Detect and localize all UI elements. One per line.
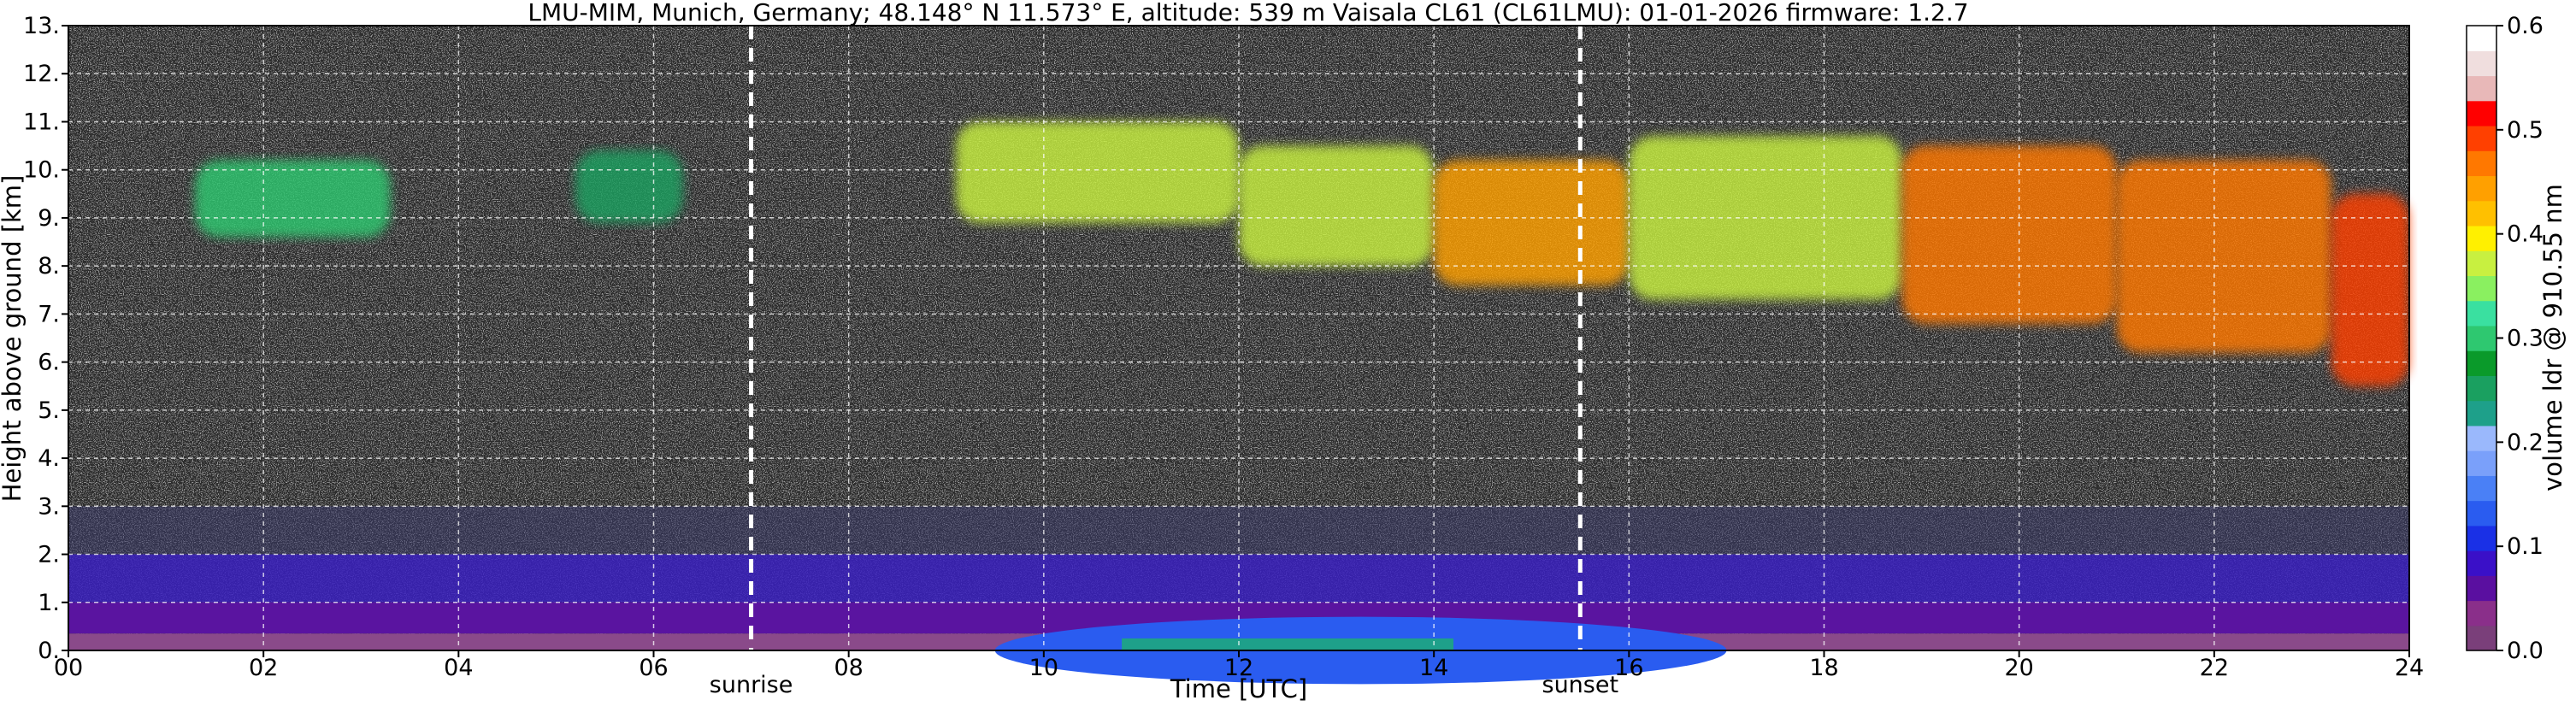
colorbar-tick-label: 0.1 bbox=[2507, 533, 2544, 560]
colorbar-swatch bbox=[2467, 575, 2496, 602]
y-tick-label: 1. bbox=[38, 590, 60, 616]
colorbar-swatch bbox=[2467, 475, 2496, 502]
y-tick-label: 0. bbox=[38, 638, 60, 664]
x-tick-label: 04 bbox=[444, 655, 473, 681]
colorbar-swatch bbox=[2467, 625, 2496, 651]
x-axis-label: Time [UTC] bbox=[1170, 674, 1307, 703]
cloud-layer bbox=[1901, 145, 2117, 324]
x-tick-label: 14 bbox=[1419, 655, 1448, 681]
y-axis-ticks: 0. 1. 2. 3. 4. 5. 6. 7. 8. 9. 10. 11. 12. 13. bbox=[23, 13, 68, 664]
sunrise-label: sunrise bbox=[710, 672, 793, 698]
y-tick-label: 5. bbox=[38, 397, 60, 424]
colorbar-swatch bbox=[2467, 425, 2496, 451]
x-axis-ticks: sunrise sunset 00 02 04 06 08 10 12 14 16 18 20 22 24 bbox=[54, 650, 2424, 698]
cloud-layer bbox=[2116, 160, 2331, 353]
colorbar-swatch bbox=[2467, 500, 2496, 527]
colorbar-swatch bbox=[2467, 250, 2496, 276]
x-tick-label: 00 bbox=[54, 655, 83, 681]
cloud-layer bbox=[956, 121, 1239, 223]
colorbar-tick-label: 0.0 bbox=[2507, 638, 2544, 664]
colorbar-swatch bbox=[2467, 200, 2496, 227]
colorbar-swatch bbox=[2467, 450, 2496, 476]
y-tick-label: 7. bbox=[38, 301, 60, 327]
colorbar-swatch bbox=[2467, 600, 2496, 627]
x-tick-label: 24 bbox=[2395, 655, 2424, 681]
colorbar: 0.0 0.1 0.2 0.3 0.4 0.5 0.6 bbox=[2466, 13, 2544, 664]
x-tick-label: 18 bbox=[1809, 655, 1838, 681]
colorbar-tick-label: 0.6 bbox=[2507, 13, 2544, 39]
colorbar-swatch bbox=[2467, 150, 2496, 177]
colorbar-tick-label: 0.5 bbox=[2507, 117, 2544, 144]
blue-layer bbox=[68, 554, 2409, 603]
plot-area bbox=[68, 25, 2410, 685]
sun-markers bbox=[749, 26, 1583, 650]
cloud-layer bbox=[195, 160, 391, 238]
chart-title: LMU-MIM, Munich, Germany; 48.148° N 11.5… bbox=[528, 0, 1968, 26]
grid-lines bbox=[68, 26, 2409, 650]
ground-aerosol-layer bbox=[1122, 638, 1453, 650]
y-tick-label: 10. bbox=[23, 157, 60, 184]
colorbar-tick-label: 0.3 bbox=[2507, 326, 2544, 352]
colorbar-swatch bbox=[2467, 375, 2496, 402]
x-tick-label: 20 bbox=[2004, 655, 2033, 681]
x-tick-label: 08 bbox=[834, 655, 863, 681]
colorbar-swatch bbox=[2467, 350, 2496, 376]
cloud-layer bbox=[1239, 145, 1435, 267]
x-tick-label: 12 bbox=[1224, 655, 1253, 681]
colorbar-swatch bbox=[2467, 275, 2496, 302]
x-tick-label: 22 bbox=[2200, 655, 2229, 681]
colorbar-swatch bbox=[2467, 175, 2496, 202]
y-tick-label: 2. bbox=[38, 542, 60, 568]
colorbar-swatch bbox=[2467, 100, 2496, 126]
y-axis-label: Height above ground [km] bbox=[0, 175, 27, 503]
y-tick-label: 8. bbox=[38, 253, 60, 279]
colorbar-swatch bbox=[2467, 300, 2496, 327]
colorbar-swatch bbox=[2467, 26, 2496, 51]
colorbar-swatch bbox=[2467, 325, 2496, 351]
colorbar-swatch bbox=[2467, 400, 2496, 427]
cloud-layer bbox=[2331, 193, 2409, 386]
colorbar-label: volume ldr @ 910.55 nm bbox=[2538, 184, 2567, 491]
colorbar-swatch bbox=[2467, 50, 2496, 77]
x-tick-label: 06 bbox=[639, 655, 668, 681]
colorbar-swatch bbox=[2467, 75, 2496, 102]
x-tick-label: 16 bbox=[1614, 655, 1643, 681]
x-tick-label: 02 bbox=[249, 655, 278, 681]
cloud-layer bbox=[1629, 136, 1902, 300]
colorbar-swatch bbox=[2467, 550, 2496, 576]
y-tick-label: 12. bbox=[23, 61, 60, 87]
x-tick-label: 10 bbox=[1029, 655, 1058, 681]
colorbar-tick-label: 0.4 bbox=[2507, 221, 2544, 248]
y-tick-label: 9. bbox=[38, 205, 60, 232]
cloud-layer bbox=[575, 150, 683, 223]
y-tick-label: 4. bbox=[38, 445, 60, 472]
colorbar-swatch bbox=[2467, 525, 2496, 551]
y-tick-label: 11. bbox=[23, 109, 60, 135]
y-tick-label: 6. bbox=[38, 350, 60, 376]
y-tick-label: 13. bbox=[23, 13, 60, 39]
colorbar-tick-label: 0.2 bbox=[2507, 429, 2544, 456]
sunset-label: sunset bbox=[1542, 672, 1619, 698]
colorbar-swatch bbox=[2467, 225, 2496, 251]
colorbar-swatch bbox=[2467, 125, 2496, 151]
y-tick-label: 3. bbox=[38, 493, 60, 520]
